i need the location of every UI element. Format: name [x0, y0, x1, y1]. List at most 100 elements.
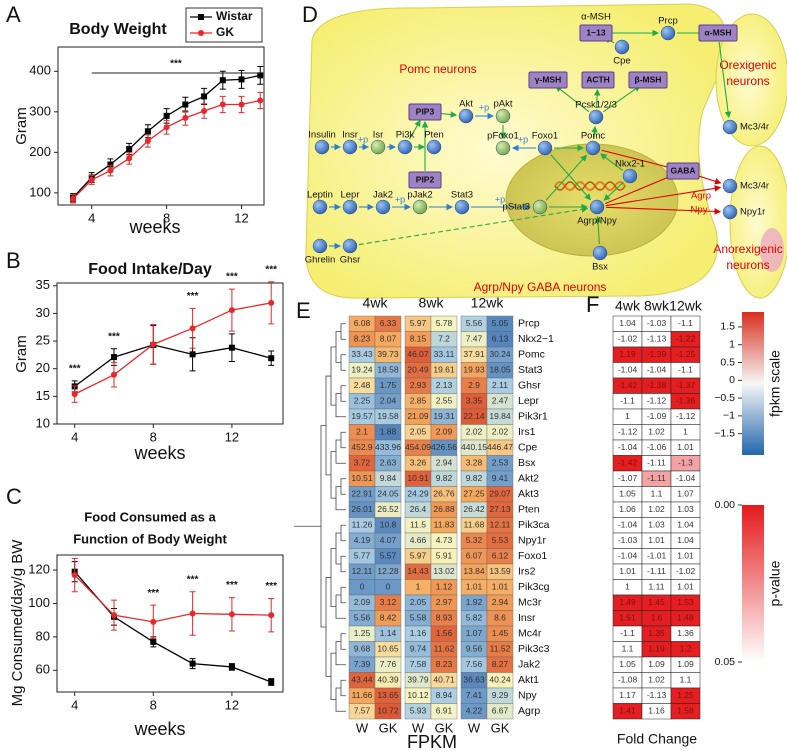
row-label: Pik3c3	[518, 643, 550, 655]
cell-value: -1.04	[618, 442, 638, 452]
dendrogram-branch	[330, 548, 336, 608]
cell-value: 1.01	[677, 442, 694, 452]
cell-value: 1.02	[648, 504, 665, 514]
gene-label: pAkt	[493, 99, 512, 110]
pathway-arrow	[603, 85, 641, 113]
y-tick-label: 100	[28, 595, 50, 610]
cell-value: 2.02	[466, 427, 483, 437]
cell-value: 8.23	[354, 334, 371, 344]
column-group-label: 8wk	[419, 295, 445, 311]
gene-node	[588, 109, 604, 125]
x-tick-label: 12	[225, 697, 239, 712]
significance-label: ***	[170, 59, 182, 70]
cell-value: 9.84	[380, 473, 397, 483]
cell-value: 19.31	[433, 411, 455, 421]
x-tick-label: 8	[150, 697, 157, 712]
cell-value: 1.03	[677, 504, 694, 514]
legend-marker	[198, 14, 204, 20]
pathway-arrow	[593, 88, 601, 109]
column-group-label: 4wk	[363, 295, 389, 311]
x-tick-label: 12	[225, 429, 239, 444]
marker	[257, 72, 264, 79]
cell-value: 2.05	[410, 427, 427, 437]
diagram: D Pomc neurons Orexigenic neurons Agrp/Npy G…	[302, 2, 783, 294]
cell-value: 13.02	[433, 566, 455, 576]
series-line	[74, 344, 272, 387]
cell-value: 1.11	[649, 582, 665, 592]
row-label: Cpe	[518, 442, 537, 454]
cell-value: 5.57	[380, 551, 397, 561]
heatmap-cell	[374, 703, 402, 720]
cell-value: 1.1	[651, 489, 663, 499]
marker	[268, 612, 275, 619]
molecule-box	[698, 24, 738, 42]
cell-value: 6.07	[466, 551, 483, 561]
cell-value: 1	[683, 427, 688, 437]
cell-value: 30.24	[489, 349, 511, 359]
colorbar-label: fpkm scale	[767, 350, 783, 417]
dendrogram-branch	[330, 451, 336, 499]
cell-value: 9.56	[466, 644, 483, 654]
cell-value: 1.25	[677, 690, 694, 700]
x-tick-label: 4	[71, 429, 78, 444]
molecule-label: Npy	[691, 205, 708, 216]
panel-label: C	[6, 484, 22, 509]
x-axis-label: weeks	[133, 719, 185, 739]
pathway-arrow	[555, 85, 590, 112]
cell-value: 1.6	[651, 613, 663, 623]
cell-value: -1.1	[678, 318, 693, 328]
y-axis-label: Mg Consumed/day/g BW	[9, 539, 26, 707]
legend-marker	[198, 30, 204, 36]
dendrogram-branch	[340, 633, 346, 650]
row-label: Stat3	[518, 364, 543, 376]
cell-value: 454.09	[405, 442, 431, 452]
row-label: Akt2	[518, 473, 539, 485]
gene-label: Prcp	[658, 16, 678, 27]
series-line	[74, 574, 272, 623]
chart-title: Food Consumed as a	[84, 509, 216, 524]
cell-value: 19.24	[351, 365, 373, 375]
cell-value: 5.05	[492, 318, 509, 328]
cell-value: 3.72	[354, 458, 371, 468]
colorbar	[742, 505, 764, 662]
colorbar	[742, 312, 764, 455]
cell-value: 14.43	[407, 566, 429, 576]
cell-value: 1.07	[677, 489, 694, 499]
cell-value: 5.78	[436, 318, 453, 328]
region-label: neurons	[726, 74, 769, 88]
pathway-arrow	[594, 215, 602, 245]
cell-value: 0	[360, 582, 365, 592]
cell-value: 2.09	[436, 427, 453, 437]
cell-value: 10.91	[407, 473, 429, 483]
cell-value: 12.11	[490, 520, 511, 530]
cell-value: -1.37	[676, 380, 696, 390]
cell-value: 26.42	[463, 504, 485, 514]
pathway-arrow	[358, 206, 589, 246]
cell-value: 39.73	[377, 349, 399, 359]
x-axis-label: Fold Change	[617, 731, 697, 747]
cell-value: 5.97	[410, 318, 427, 328]
cell-value: 40.24	[489, 675, 511, 685]
gene-node	[722, 119, 738, 135]
cell-value: 3.35	[466, 396, 483, 406]
molecule-box	[528, 71, 568, 89]
gene-label: Insr	[342, 130, 358, 141]
marker	[238, 101, 245, 108]
cell-value: 1.05	[619, 659, 636, 669]
row-label: Bsx	[518, 457, 536, 469]
cell-value: 18.05	[489, 365, 511, 375]
y-tick-label: 15	[36, 388, 50, 403]
row-label: Pik3cg	[518, 581, 550, 593]
cell-value: 12.11	[352, 566, 373, 576]
cell-value: 2.47	[492, 396, 509, 406]
dendrogram-branch	[325, 577, 331, 677]
cell-value: 27.13	[489, 504, 511, 514]
cell-value: 2.55	[436, 396, 453, 406]
molecule-box	[666, 162, 700, 180]
cell-value: 452.9	[351, 442, 373, 452]
y-tick-label: 35	[36, 277, 50, 292]
row-label: Pten	[518, 504, 540, 516]
cell-value: 2.04	[380, 396, 397, 406]
marker	[88, 176, 95, 183]
cell-value: 13.59	[489, 566, 511, 576]
